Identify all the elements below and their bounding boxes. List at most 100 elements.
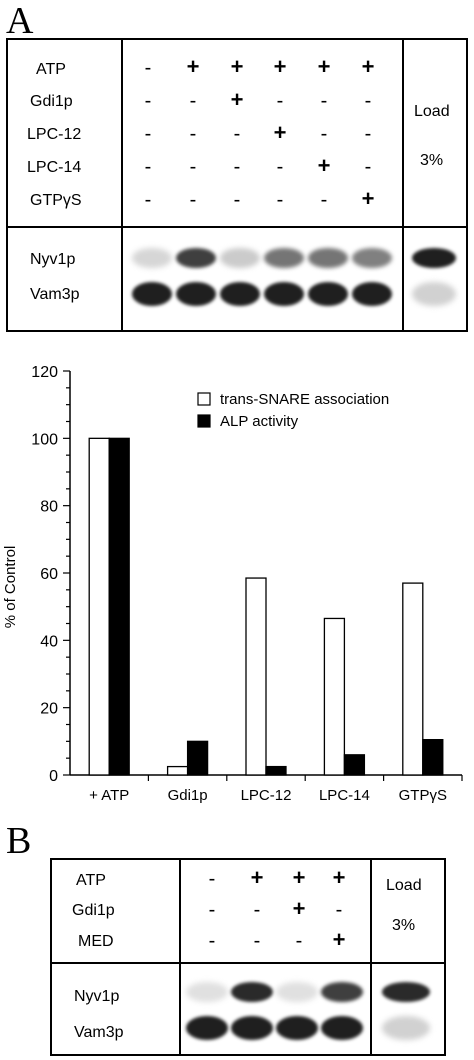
x-tick-label: LPC-14: [319, 787, 370, 804]
panel-b-frame: [50, 858, 446, 1056]
blot-band: [352, 248, 392, 268]
condition-mark: -: [364, 156, 372, 178]
condition-mark: -: [208, 930, 216, 952]
bar-alp-activity: [265, 765, 287, 776]
condition-mark: -: [189, 189, 197, 211]
panel-b-blot-label-nyv1p: Nyv1p: [74, 988, 120, 1005]
y-tick-label: 20: [40, 701, 58, 718]
bar-alp-activity: [108, 437, 130, 776]
condition-mark: -: [189, 90, 197, 112]
panel-b-letter: B: [6, 820, 32, 862]
blot-band: [308, 248, 348, 268]
condition-mark: -: [144, 90, 152, 112]
condition-mark: +: [361, 54, 375, 79]
condition-mark: +: [292, 896, 306, 921]
condition-mark: -: [233, 123, 241, 145]
blot-band: [321, 982, 363, 1002]
condition-mark: -: [276, 156, 284, 178]
bar-alp-activity: [343, 754, 366, 776]
condition-mark: -: [295, 930, 303, 952]
condition-mark: +: [317, 153, 331, 178]
panel-a-divider-left: [121, 38, 123, 332]
panel-a-letter: A: [6, 0, 34, 42]
legend-swatch-alp: [197, 414, 211, 428]
bars: [88, 437, 444, 776]
blot-band: [220, 248, 260, 268]
y-tick-label: 60: [40, 566, 58, 583]
y-axis-label: % of Control: [2, 546, 19, 629]
condition-mark: +: [317, 54, 331, 79]
bar-trans-snare: [323, 617, 346, 776]
y-tick-label: 0: [49, 768, 58, 785]
panel-b-load-label: Load: [386, 877, 422, 894]
panel-a-load-label: Load: [414, 103, 450, 120]
condition-mark: +: [361, 186, 375, 211]
blot-band: [264, 282, 304, 306]
y-tick-label: 40: [40, 633, 58, 650]
panel-b-row-label: ATP: [76, 872, 106, 889]
condition-mark: +: [332, 865, 346, 890]
blot-band: [132, 282, 172, 306]
condition-mark: -: [144, 189, 152, 211]
blot-band: [186, 1016, 228, 1040]
legend-swatch-trans-snare: [197, 392, 211, 406]
condition-mark: -: [276, 90, 284, 112]
panel-a-divider-horizontal: [6, 226, 468, 228]
panel-a-row-label: Gdi1p: [30, 93, 73, 110]
panel-a-blot-label-vam3p: Vam3p: [30, 286, 80, 303]
blot-band: [308, 282, 348, 306]
panel-a-blot-label-nyv1p: Nyv1p: [30, 251, 76, 268]
x-tick-label: Gdi1p: [168, 787, 208, 804]
panel-b-blot-load: [382, 976, 438, 1048]
condition-mark: -: [335, 899, 343, 921]
condition-mark: -: [276, 189, 284, 211]
condition-mark: -: [253, 899, 261, 921]
panel-b-load-percent: 3%: [392, 917, 416, 934]
condition-mark: +: [230, 87, 244, 112]
condition-mark: -: [253, 930, 261, 952]
y-tick-label: 100: [31, 431, 58, 448]
blot-band: [321, 1016, 363, 1040]
bar-trans-snare: [166, 765, 189, 776]
panel-b-divider-horizontal: [50, 962, 446, 964]
panel-a-frame: [6, 38, 468, 332]
panel-b-divider-right: [370, 858, 372, 1056]
legend-label-alp: ALP activity: [220, 413, 299, 430]
panel-a-load-percent: 3%: [420, 152, 444, 169]
condition-mark: -: [233, 156, 241, 178]
legend: trans-SNARE association ALP activity: [197, 391, 389, 430]
blot-band: [412, 282, 456, 306]
panel-a-blot-load: [412, 242, 460, 314]
bar-trans-snare: [88, 437, 110, 776]
panel-a-divider-right: [402, 38, 404, 332]
blot-band: [186, 982, 228, 1002]
blot-band: [276, 982, 318, 1002]
condition-mark: -: [320, 90, 328, 112]
y-tick-label: 120: [31, 364, 58, 381]
x-axis-labels: + ATP Gdi1p LPC-12 LPC-14 GTPγS: [89, 775, 463, 804]
blot-band: [382, 982, 430, 1002]
bar-alp-activity: [422, 738, 444, 776]
y-tick-label: 80: [40, 499, 58, 516]
bar-trans-snare: [245, 577, 267, 776]
y-axis: 0 20 40 60 80 100 120: [31, 364, 462, 785]
condition-mark: +: [230, 54, 244, 79]
condition-mark: -: [189, 156, 197, 178]
blot-band: [220, 282, 260, 306]
bar-alp-activity: [186, 740, 209, 776]
x-tick-label: + ATP: [89, 787, 129, 804]
condition-mark: -: [208, 868, 216, 890]
condition-mark: +: [250, 865, 264, 890]
blot-band: [231, 982, 273, 1002]
condition-mark: -: [144, 156, 152, 178]
condition-mark: -: [364, 90, 372, 112]
panel-a-row-label: ATP: [36, 61, 66, 78]
panel-a-row-label: LPC-12: [27, 126, 82, 143]
condition-mark: +: [332, 927, 346, 952]
condition-mark: -: [320, 189, 328, 211]
panel-b-blot-label-vam3p: Vam3p: [74, 1024, 124, 1041]
blot-band: [276, 1016, 318, 1040]
panel-b-blot: [186, 976, 364, 1048]
bar-chart: % of Control 0 20 40 60 80 100 120 + ATP Gdi1p L…: [2, 364, 463, 804]
condition-mark: +: [186, 54, 200, 79]
